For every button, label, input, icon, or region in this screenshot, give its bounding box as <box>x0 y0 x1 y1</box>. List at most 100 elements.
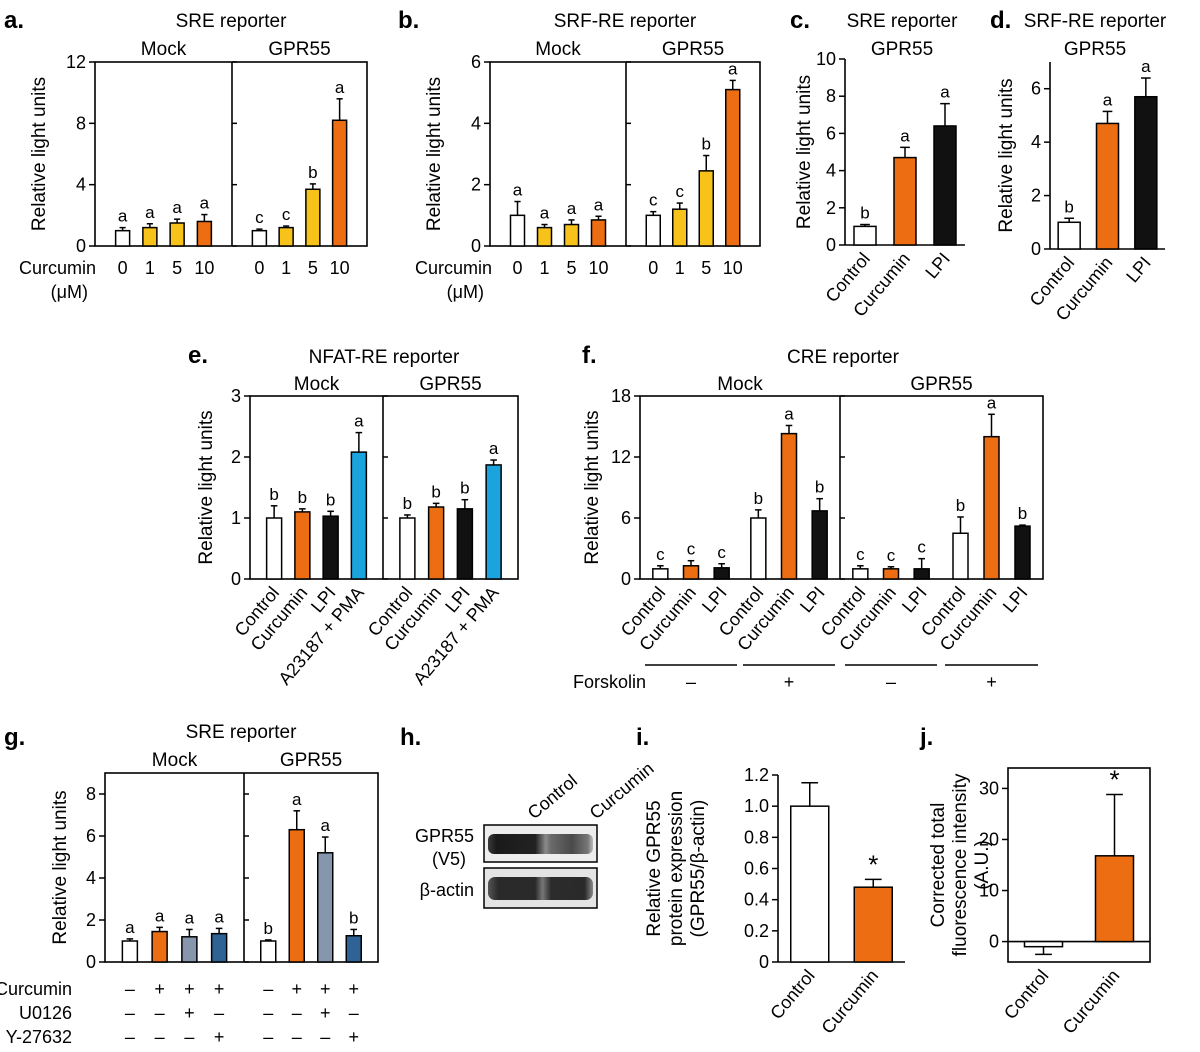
panel-g-significance-letter: a <box>185 908 195 927</box>
panel-a-bar <box>305 188 321 247</box>
panel-j-y-tick-label: 20 <box>979 829 999 849</box>
panel-g-treatment-sign: + <box>348 979 359 999</box>
panel-b-significance-letter: a <box>540 204 550 223</box>
panel-j-plot-frame <box>1007 767 1151 963</box>
panel-g-significance-letter: a <box>321 816 331 835</box>
panel-g-bar <box>181 936 198 963</box>
panel-f-bar <box>652 568 669 580</box>
panel-e-group-label: GPR55 <box>419 374 481 395</box>
panel-c-significance-letter: b <box>860 204 869 223</box>
panel-a-significance-letter: a <box>118 207 128 226</box>
panel-g-treatment-sign: + <box>184 1003 195 1023</box>
panel-g-treatment-label: Y-27632 <box>6 1027 72 1047</box>
panel-f-treatment-sign: + <box>986 672 997 692</box>
panel-i-x-tick-label: Curcumin <box>817 966 882 1038</box>
panel-i-y-tick-label: 0.4 <box>744 890 769 910</box>
panel-g-treatment-sign: – <box>155 1003 165 1023</box>
panel-a-x-tick-label: 1 <box>281 258 291 278</box>
panel-c-y-axis-label: Relative light units <box>794 75 815 229</box>
panel-f-label: f. <box>582 342 597 369</box>
panel-g-treatment-sign: – <box>125 1027 135 1047</box>
panel-g-significance-letter: a <box>125 918 135 937</box>
panel-d-subtitle: GPR55 <box>1064 39 1126 60</box>
panel-b-significance-letter: a <box>567 199 577 218</box>
panel-f-bar <box>952 532 969 580</box>
panel-g-treatment-sign: – <box>263 1003 273 1023</box>
panel-i-y-axis-label: Relative GPR55 <box>644 800 665 936</box>
panel-b-y-tick-label: 6 <box>471 52 481 72</box>
panel-g-treatment-sign: – <box>214 1003 224 1023</box>
panel-a-significance-letter: a <box>145 203 155 222</box>
panel-h-row-label: GPR55 <box>415 826 474 846</box>
panel-e-significance-letter: b <box>403 494 412 513</box>
panel-b-significance-letter: c <box>649 191 658 210</box>
panel-c-title: SRE reporter <box>847 11 959 32</box>
panel-g-bar <box>288 828 305 963</box>
panel-d-x-tick-label: LPI <box>1122 253 1155 287</box>
panel-f-treatment-sign: – <box>686 672 696 692</box>
panel-b-x-tick-label: 10 <box>723 258 743 278</box>
panel-g-y-tick-label: 0 <box>86 952 96 972</box>
panel-e-significance-letter: b <box>298 488 307 507</box>
panel-f-plot-frame <box>639 395 1044 580</box>
panel-b-bar <box>590 219 607 247</box>
panel-g-significance-letter: b <box>264 919 273 938</box>
panel-h-row-label: β-actin <box>420 880 474 900</box>
panel-i-y-axis-label: (GPR55/β-actin) <box>688 800 709 938</box>
panel-i-bar <box>853 886 893 963</box>
panel-e-y-tick-label: 3 <box>231 386 241 406</box>
panel-d-significance-letter: a <box>1141 57 1151 76</box>
panel-a-bar <box>278 226 294 247</box>
panel-c-x-tick-label: LPI <box>921 249 954 283</box>
panel-f-significance-letter: c <box>856 545 865 564</box>
panel-e-title: NFAT-RE reporter <box>309 347 460 368</box>
panel-e-bar <box>322 515 339 580</box>
panel-a: a. SRE reporter 0 4 8 12 Relative light units M… <box>4 7 368 302</box>
panel-f-significance-letter: c <box>887 546 896 565</box>
panel-i-y-tick-label: 1.2 <box>744 765 769 785</box>
panel-e-y-axis-label: Relative light units <box>196 410 217 564</box>
panel-c-y-tick-label: 10 <box>816 49 836 69</box>
panel-f-bar <box>811 510 828 580</box>
panel-b-bar <box>563 223 580 247</box>
panel-f-y-tick-label: 18 <box>611 386 631 406</box>
panel-e-bar <box>427 506 445 580</box>
panel-e-group-label: Mock <box>294 374 340 395</box>
panel-f-treatment-sign: + <box>784 672 795 692</box>
panel-a-significance-letter: a <box>172 198 182 217</box>
panel-d-y-tick-label: 2 <box>1031 186 1041 206</box>
panel-h-label: h. <box>400 724 421 751</box>
panel-j-y-tick-label: 0 <box>989 932 999 952</box>
panel-a-significance-letter: a <box>335 78 345 97</box>
panel-b-x-tick-label: 5 <box>701 258 711 278</box>
panel-b: b. SRF-RE reporter 0 2 4 6 Relative light unit… <box>398 7 761 302</box>
panel-a-x-tick-label: 5 <box>308 258 318 278</box>
panel-f-bar <box>882 568 900 580</box>
panel-e-bar <box>399 517 416 580</box>
panel-a-x-axis-unit: (μM) <box>51 282 88 302</box>
panel-f-bar <box>780 432 798 580</box>
panel-a-title: SRE reporter <box>176 11 288 32</box>
panel-e-bar <box>265 517 283 580</box>
panel-d-y-tick-label: 0 <box>1031 239 1041 259</box>
panel-a-x-tick-label: 5 <box>172 258 182 278</box>
panel-j-y-tick-label: 10 <box>979 881 999 901</box>
panel-d-y-axis-label: Relative light units <box>996 78 1017 232</box>
panel-g: g. SRE reporter 0 2 4 6 8 Relative light units M… <box>0 722 379 1047</box>
panel-b-significance-letter: c <box>676 182 685 201</box>
panel-f-significance-letter: b <box>956 496 965 515</box>
panel-c-label: c. <box>790 7 810 34</box>
panel-b-y-tick-label: 0 <box>471 236 481 256</box>
panel-f: f. CRE reporter 0 6 12 18 Relative light units… <box>573 342 1044 692</box>
panel-a-bar <box>142 226 158 247</box>
panel-f-y-tick-label: 12 <box>611 447 631 467</box>
panel-c-bar <box>893 156 917 246</box>
panel-g-treatment-sign: – <box>263 979 273 999</box>
panel-e-significance-letter: a <box>489 439 499 458</box>
panel-g-treatment-sign: + <box>291 979 302 999</box>
panel-a-label: a. <box>4 7 24 34</box>
panel-i-y-tick-label: 0.2 <box>744 921 769 941</box>
panel-g-y-tick-label: 6 <box>86 826 96 846</box>
panel-i: i. 0 0.2 0.4 0.6 0.8 1.0 1.2 Relative GPR55 prote… <box>636 724 905 1038</box>
